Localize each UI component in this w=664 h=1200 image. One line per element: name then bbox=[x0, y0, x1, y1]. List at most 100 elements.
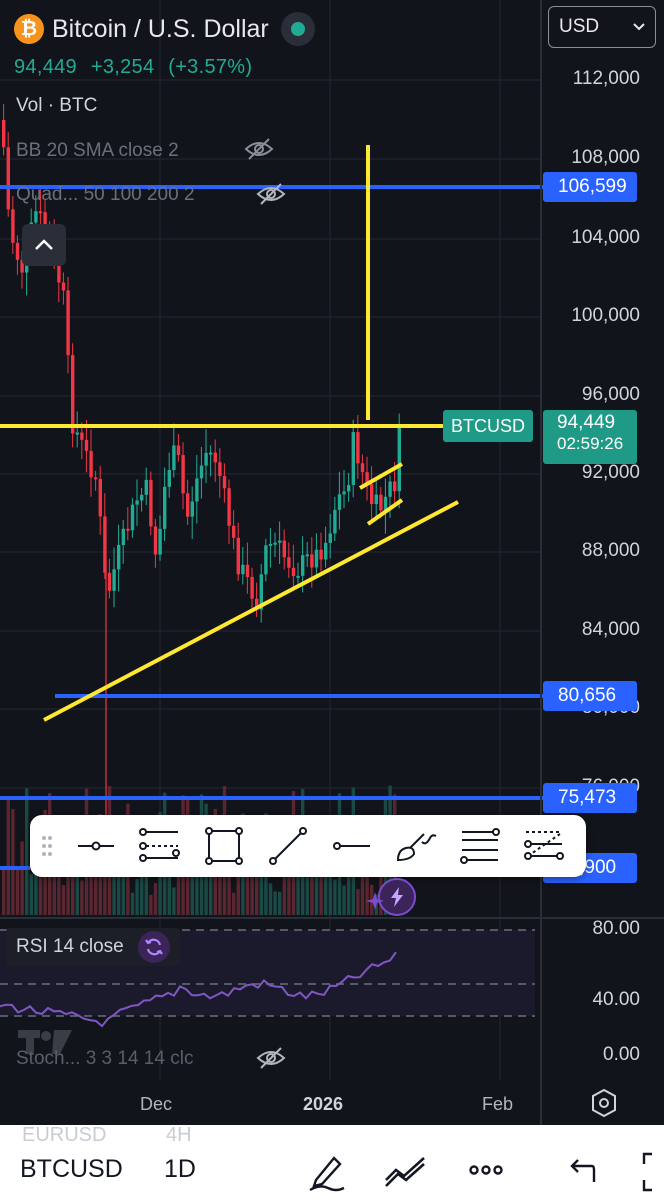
price-axis-label: 108,000 bbox=[571, 147, 640, 168]
volume-bar bbox=[319, 858, 323, 915]
chevron-up-icon bbox=[35, 239, 53, 250]
candle bbox=[351, 432, 355, 486]
candle bbox=[140, 494, 144, 501]
rsi-axis-label: 0.00 bbox=[603, 1044, 640, 1065]
more-icon[interactable] bbox=[466, 1150, 506, 1190]
volume-bar bbox=[167, 855, 171, 915]
bitcoin-logo-icon: ₿ bbox=[14, 14, 44, 44]
horizontal-line-tool-icon[interactable] bbox=[320, 815, 384, 877]
stoch-hidden-eye-icon[interactable] bbox=[256, 1046, 286, 1075]
long-position-tool-icon[interactable] bbox=[512, 815, 576, 877]
rectangle-tool-icon[interactable] bbox=[192, 815, 256, 877]
candle bbox=[236, 537, 240, 575]
candle bbox=[360, 463, 365, 473]
candle bbox=[255, 598, 259, 610]
rsi-legend[interactable]: RSI 14 close bbox=[6, 928, 180, 966]
price-axis-label: 88,000 bbox=[581, 540, 640, 561]
stoch-legend[interactable]: Stoch... 3 3 14 14 clc bbox=[16, 1048, 194, 1069]
market-status-indicator[interactable] bbox=[280, 12, 315, 46]
undo-icon[interactable] bbox=[566, 1150, 598, 1190]
candle bbox=[163, 486, 167, 529]
symbol-header[interactable]: ₿ Bitcoin / U.S. Dollar bbox=[14, 12, 315, 46]
candle bbox=[397, 425, 401, 492]
candle bbox=[199, 465, 204, 479]
trend-line-tool-icon[interactable] bbox=[256, 815, 320, 877]
volume-bar bbox=[324, 852, 328, 915]
level-tag-106599[interactable]: 106,599 bbox=[543, 172, 637, 202]
volume-bar bbox=[29, 874, 33, 915]
candle bbox=[347, 485, 351, 492]
volume-bar bbox=[34, 864, 38, 915]
candle bbox=[57, 254, 61, 283]
fullscreen-icon[interactable] bbox=[638, 1150, 664, 1194]
volume-bar bbox=[250, 849, 254, 915]
sparkle-icon bbox=[366, 892, 384, 910]
quad-legend[interactable]: Quad... 50 100 200 2 bbox=[16, 184, 195, 205]
level-tag-75473[interactable]: 75,473 bbox=[543, 783, 637, 813]
volume-bar bbox=[333, 879, 337, 915]
horizontal-ray-tool-icon[interactable] bbox=[64, 815, 128, 877]
volume-bar bbox=[112, 843, 116, 915]
candle bbox=[130, 504, 135, 531]
candle bbox=[241, 564, 245, 575]
candle bbox=[268, 543, 273, 546]
price-axis-label: 100,000 bbox=[571, 305, 640, 326]
draw-pen-icon[interactable] bbox=[306, 1150, 346, 1192]
candle bbox=[89, 450, 93, 478]
candle bbox=[383, 496, 388, 511]
volume-legend[interactable]: Vol · BTC bbox=[16, 95, 98, 116]
level-tag-80656[interactable]: 80,656 bbox=[543, 681, 637, 711]
candle bbox=[34, 211, 38, 223]
candle bbox=[379, 494, 383, 511]
interval-button[interactable]: 1D bbox=[164, 1155, 196, 1183]
volume-bar bbox=[140, 841, 144, 915]
settings-hexagon-icon[interactable] bbox=[590, 1088, 618, 1118]
candle bbox=[186, 493, 190, 517]
candlesticks bbox=[2, 103, 401, 820]
volume-bar bbox=[52, 869, 56, 915]
candle bbox=[80, 432, 84, 440]
candle bbox=[149, 479, 153, 527]
bb-legend[interactable]: BB 20 SMA close 2 bbox=[16, 140, 179, 161]
rsi-axis-label: 40.00 bbox=[592, 989, 640, 1010]
candle bbox=[393, 481, 397, 492]
bb-hidden-eye-icon[interactable] bbox=[244, 137, 274, 166]
candle bbox=[328, 533, 332, 543]
parallel-channel-tool-icon[interactable] bbox=[128, 815, 192, 877]
volume-bar bbox=[236, 852, 240, 915]
candle bbox=[66, 290, 70, 356]
drag-handle-icon[interactable] bbox=[30, 835, 64, 857]
candle bbox=[172, 445, 176, 471]
volume-bar bbox=[71, 840, 75, 915]
price-axis-label: 92,000 bbox=[581, 462, 640, 483]
candle bbox=[176, 445, 181, 456]
price-axis-label: 96,000 bbox=[581, 384, 640, 405]
symbol-price-tag: BTCUSD bbox=[443, 410, 534, 442]
lightning-icon[interactable] bbox=[378, 878, 416, 916]
price-axis-label: 112,000 bbox=[572, 68, 640, 89]
candle bbox=[126, 528, 130, 531]
candle bbox=[232, 525, 236, 538]
volume-bar bbox=[296, 871, 300, 915]
bar-countdown: 02:59:26 bbox=[557, 434, 624, 453]
pair-title: Bitcoin / U.S. Dollar bbox=[52, 14, 269, 43]
volume-bar bbox=[365, 871, 369, 915]
candle bbox=[204, 452, 208, 466]
volume-bar bbox=[360, 861, 365, 915]
quad-hidden-eye-icon[interactable] bbox=[256, 182, 286, 211]
brush-tool-icon[interactable] bbox=[384, 815, 448, 877]
refresh-icon[interactable] bbox=[137, 931, 170, 963]
candle bbox=[264, 545, 268, 575]
volume-bar bbox=[172, 887, 176, 915]
candle bbox=[296, 575, 300, 578]
market-open-icon bbox=[290, 22, 305, 36]
volume-bar bbox=[195, 849, 199, 915]
indicators-wave-icon[interactable] bbox=[384, 1150, 428, 1190]
fib-retracement-tool-icon[interactable] bbox=[448, 815, 512, 877]
volume-bar bbox=[255, 877, 259, 915]
collapse-legend-button[interactable] bbox=[22, 224, 66, 266]
time-label-feb: Feb bbox=[482, 1094, 514, 1114]
candle bbox=[121, 528, 125, 546]
symbol-button[interactable]: BTCUSD bbox=[20, 1155, 123, 1183]
currency-select[interactable]: USD bbox=[548, 6, 656, 48]
